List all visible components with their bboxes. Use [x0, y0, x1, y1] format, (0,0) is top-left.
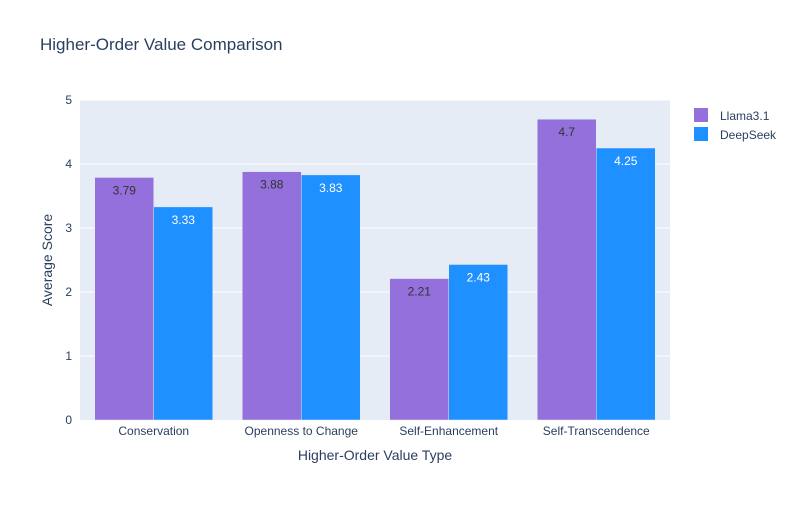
bars: 3.79 3.33 3.88 3.83 2.21 2.43 4.7 4.25 [94, 118, 656, 421]
y-tick-label: 3 [65, 221, 72, 235]
bar-llama3-1 [389, 278, 449, 421]
y-tick-label: 4 [65, 157, 72, 171]
data-label: 3.33 [172, 213, 196, 227]
x-tick-label: Self-Enhancement [399, 424, 498, 438]
x-axis-label: Higher-Order Value Type [298, 447, 453, 463]
data-label: 4.7 [558, 125, 575, 139]
bar-deepseek [301, 174, 361, 421]
y-tick-label: 5 [65, 93, 72, 107]
legend-swatch [694, 127, 708, 141]
x-axis-ticks: Conservation Openness to Change Self-Enhan… [118, 424, 650, 438]
data-label: 3.83 [319, 181, 343, 195]
x-tick-label: Self-Transcendence [543, 424, 650, 438]
data-label: 3.88 [260, 178, 284, 192]
y-tick-label: 2 [65, 285, 72, 299]
bar-llama3-1 [94, 177, 154, 421]
chart-title: Higher-Order Value Comparison [40, 35, 283, 54]
data-label: 2.21 [408, 285, 432, 299]
legend-label: DeepSeek [720, 128, 777, 142]
bar-deepseek [153, 206, 213, 421]
y-tick-label: 0 [65, 413, 72, 427]
y-tick-label: 1 [65, 349, 72, 363]
x-tick-label: Conservation [118, 424, 189, 438]
legend-swatch [694, 108, 708, 122]
x-tick-label: Openness to Change [245, 424, 359, 438]
data-label: 3.79 [113, 183, 137, 197]
legend-label: Llama3.1 [720, 109, 770, 123]
bar-llama3-1 [537, 118, 597, 421]
data-label: 2.43 [467, 270, 491, 284]
bar-deepseek [596, 147, 656, 421]
legend: Llama3.1 DeepSeek [694, 108, 777, 142]
bar-deepseek [448, 264, 508, 421]
bar-llama3-1 [242, 171, 302, 421]
data-label: 4.25 [614, 154, 638, 168]
y-axis-label: Average Score [39, 214, 55, 307]
y-axis-ticks: 0 1 2 3 4 5 [65, 93, 72, 427]
